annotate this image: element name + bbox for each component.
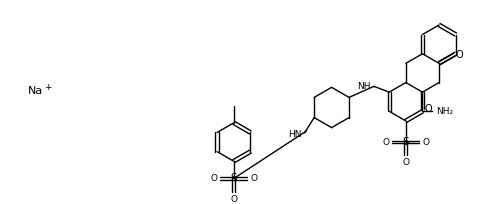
Text: S: S: [402, 137, 408, 147]
Text: O: O: [455, 50, 462, 60]
Text: HN: HN: [288, 130, 301, 139]
Text: Na: Na: [28, 86, 43, 96]
Text: O: O: [421, 137, 428, 146]
Text: O: O: [230, 195, 237, 204]
Text: O: O: [423, 104, 431, 114]
Text: O: O: [210, 174, 217, 183]
Text: O: O: [382, 137, 389, 146]
Text: NH₂: NH₂: [435, 107, 452, 116]
Text: S: S: [230, 173, 236, 183]
Text: O: O: [401, 158, 408, 167]
Text: +: +: [44, 83, 51, 92]
Text: NH: NH: [357, 82, 370, 91]
Text: O: O: [249, 174, 257, 183]
